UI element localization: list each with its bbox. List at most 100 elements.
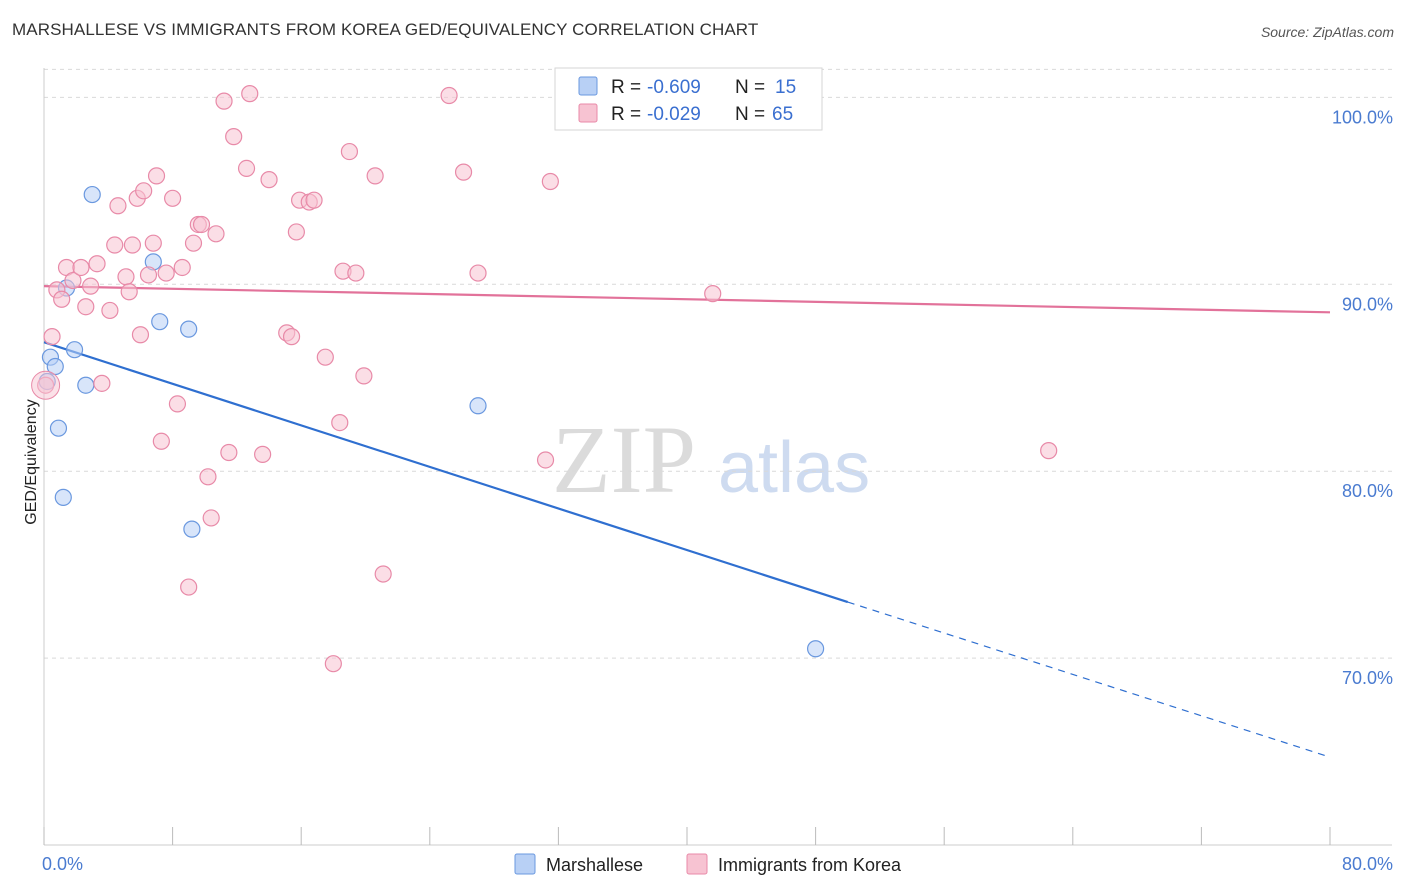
marshallese-trend-line <box>43 341 849 604</box>
korea-point <box>237 159 256 178</box>
korea-point <box>72 258 90 277</box>
axis-layer: 70.0% 80.0% 90.0% 100.0% 0.0% 80.0% <box>42 68 1393 874</box>
korea-point <box>215 92 233 110</box>
korea-point <box>77 298 95 316</box>
legend-box <box>554 67 823 131</box>
legend-swatch-blue <box>578 76 598 96</box>
legend-r-value-2: -0.029 <box>647 104 701 125</box>
korea-point <box>88 255 106 273</box>
marshallese-trend-extension <box>847 601 1331 758</box>
korea-point <box>157 264 175 282</box>
korea-point <box>469 264 487 282</box>
korea-point <box>287 223 305 241</box>
legend-n-label-1: N = <box>735 77 765 98</box>
korea-point <box>173 258 191 277</box>
legend-r-label-1: R = <box>611 77 641 98</box>
korea-point-cluster <box>31 370 61 400</box>
korea-point <box>225 128 243 146</box>
marshallese-point <box>180 320 198 338</box>
korea-point <box>180 578 198 596</box>
korea-point <box>440 86 458 105</box>
korea-trend-line <box>43 285 1331 314</box>
korea-point <box>241 85 259 103</box>
series-legend-label-pink: Immigrants from Korea <box>718 855 902 875</box>
korea-point <box>147 167 166 185</box>
legend-r-value-1: -0.609 <box>647 77 701 98</box>
korea-point <box>120 283 138 301</box>
korea-point <box>454 163 473 181</box>
korea-point <box>152 432 170 450</box>
korea-point <box>202 509 220 527</box>
korea-point <box>347 264 365 282</box>
y-tick-label: 100.0% <box>1332 107 1393 127</box>
korea-point <box>168 395 187 413</box>
correlation-legend: R = -0.609 N = 15 R = -0.029 N = 65 <box>554 67 823 131</box>
korea-point <box>374 565 392 583</box>
legend-n-value-1: 15 <box>775 77 796 98</box>
chart-source: Source: ZipAtlas.com <box>1260 24 1394 40</box>
series-legend: Marshallese Immigrants from Korea <box>514 853 902 875</box>
marshallese-point <box>77 376 95 394</box>
korea-point <box>144 234 162 252</box>
marshallese-point <box>49 419 68 437</box>
korea-point <box>366 167 384 185</box>
marshallese-point <box>54 488 72 506</box>
marshallese-point <box>806 640 825 658</box>
points-layer <box>31 85 1058 673</box>
y-tick-label: 80.0% <box>1342 481 1393 501</box>
korea-point <box>184 234 203 252</box>
series-legend-label-blue: Marshallese <box>546 855 643 875</box>
legend-n-label-2: N = <box>735 104 765 125</box>
legend-r-label-2: R = <box>611 104 641 125</box>
marshallese-point <box>151 313 169 331</box>
korea-point <box>541 172 559 191</box>
x-tick-label: 80.0% <box>1342 854 1393 874</box>
korea-point <box>199 468 217 486</box>
korea-point <box>43 328 61 346</box>
korea-point <box>282 328 301 346</box>
marshallese-point <box>183 520 201 538</box>
x-tick-label: 0.0% <box>42 854 83 874</box>
y-tick-label: 70.0% <box>1342 668 1393 688</box>
korea-point <box>101 301 119 320</box>
korea-point <box>260 171 278 189</box>
korea-point <box>536 451 555 469</box>
korea-point <box>192 215 211 234</box>
marshallese-point <box>469 397 487 415</box>
korea-point <box>340 142 359 161</box>
korea-point <box>131 326 150 344</box>
grid-layer <box>44 68 1392 659</box>
korea-point <box>1040 442 1058 460</box>
korea-point <box>324 655 342 673</box>
korea-point <box>331 413 349 432</box>
watermark-zip: ZIP <box>552 406 696 513</box>
legend-swatch-pink <box>578 103 598 123</box>
korea-point <box>117 268 135 286</box>
korea-point <box>53 290 71 308</box>
korea-point <box>254 445 272 463</box>
series-legend-swatch-pink <box>686 853 708 875</box>
trend-layer <box>43 285 1331 758</box>
korea-point <box>355 367 373 385</box>
korea-point <box>305 191 323 209</box>
korea-point <box>207 225 225 243</box>
korea-point <box>64 271 82 290</box>
y-tick-label: 90.0% <box>1342 294 1393 314</box>
marshallese-point <box>65 341 84 359</box>
korea-point <box>704 285 722 303</box>
chart-title: MARSHALLESE VS IMMIGRANTS FROM KOREA GED… <box>12 20 759 39</box>
series-legend-swatch-blue <box>514 853 536 875</box>
watermark-atlas: atlas <box>718 428 870 508</box>
korea-point <box>93 374 111 392</box>
korea-point <box>82 277 100 295</box>
legend-n-value-2: 65 <box>772 104 793 125</box>
y-axis-label: GED/Equivalency <box>23 399 40 524</box>
korea-point <box>109 197 127 215</box>
korea-point <box>164 189 182 207</box>
korea-point <box>139 266 158 284</box>
korea-point <box>123 236 142 254</box>
korea-point <box>106 236 124 254</box>
korea-point <box>135 182 153 200</box>
korea-point <box>316 348 334 366</box>
